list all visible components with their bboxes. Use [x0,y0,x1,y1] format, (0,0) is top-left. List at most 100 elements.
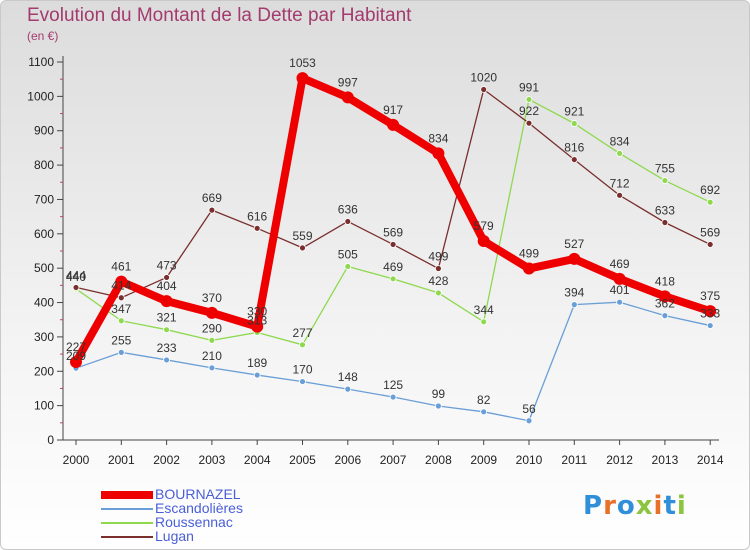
data-point [658,290,671,303]
data-label: 227 [66,340,86,354]
data-label: 505 [338,247,358,261]
data-label: 755 [655,162,675,176]
data-labels: 209 255 233 210 189 170 148 125 99 82 56 394 401 362 3… [66,56,721,416]
data-label: 499 [519,247,539,261]
x-tick-label: 2000 [63,453,90,467]
data-point [616,150,623,157]
data-label: 527 [564,237,584,251]
data-point [253,224,261,232]
data-point [115,275,128,288]
legend-label: Lugan [155,528,194,544]
data-point [117,348,125,356]
data-label: 404 [157,279,177,293]
data-point [568,252,581,265]
data-point [389,241,397,248]
data-point [525,417,533,425]
data-point [704,305,717,318]
data-point [706,322,714,329]
logo-letter: r [603,491,617,521]
data-point [434,402,442,410]
data-point [661,177,669,184]
data-point [341,91,354,104]
data-point [163,356,171,364]
data-point [387,118,400,131]
data-label: 921 [564,105,584,119]
data-label: 569 [700,225,720,239]
data-label: 834 [610,134,630,148]
data-label: 428 [428,274,448,288]
data-label: 461 [111,260,131,274]
y-tick-label: 300 [34,330,54,344]
data-point [613,272,626,285]
data-label: 473 [157,258,177,272]
logo-letter: o [616,491,636,521]
data-point [389,393,397,401]
data-point [251,320,264,333]
data-label: 210 [202,349,222,363]
data-point [72,284,80,291]
data-label: 209 [66,349,86,363]
data-label: 1053 [289,56,316,70]
data-label: 313 [247,313,267,327]
legend-label: Escandolières [155,500,243,516]
data-point [163,326,171,334]
x-tick-label: 2011 [561,453,587,467]
legend-label: Roussennac [155,514,233,530]
y-tick-label: 800 [34,158,54,172]
data-label: 344 [474,303,494,317]
data-label: 712 [610,176,630,190]
logo-letter: t [663,491,677,521]
data-point [480,318,488,326]
data-point [570,120,578,127]
data-label: 1020 [470,70,497,84]
legend-swatch [101,536,153,538]
data-label: 440 [66,270,86,284]
data-label: 330 [247,305,267,319]
data-point [208,206,216,214]
y-tick-label: 700 [34,192,54,206]
data-point [344,385,352,393]
data-label: 290 [202,321,222,335]
data-point [389,275,397,283]
data-label: 636 [338,202,358,216]
x-tick-label: 2008 [425,453,452,467]
data-label: 82 [477,393,491,407]
data-label: 347 [111,302,131,316]
data-label: 189 [247,356,267,370]
data-point [616,298,623,306]
data-point [661,219,669,226]
data-label: 333 [700,307,720,321]
data-label: 816 [564,141,584,155]
data-point [299,244,306,252]
x-tick-label: 2007 [380,453,407,467]
data-point [434,289,442,297]
data-point [570,301,578,309]
data-point [344,263,352,270]
data-label: 170 [292,363,312,377]
series-layer [70,72,717,425]
data-point [480,408,488,416]
data-label: 469 [610,257,630,271]
data-label: 569 [383,225,403,239]
data-label: 394 [564,286,584,300]
data-label: 125 [383,378,403,392]
data-point [434,265,442,272]
chart-title: Evolution du Montant de la Dette par Hab… [27,5,412,26]
y-tick-label: 1100 [28,55,54,69]
data-label: 633 [655,203,675,217]
legend-swatch [101,508,153,510]
data-point [477,235,490,248]
x-tick-label: 2010 [516,453,543,467]
x-tick-label: 2004 [244,453,271,467]
data-point [344,218,352,225]
data-point [480,86,488,93]
x-tick-label: 2005 [289,453,316,467]
legend-swatch [101,491,153,499]
y-tick-label: 400 [34,296,54,310]
data-label: 255 [111,333,131,347]
data-label: 375 [700,289,720,303]
data-point [208,364,216,372]
data-label: 922 [519,104,539,118]
data-label: 469 [383,260,403,274]
